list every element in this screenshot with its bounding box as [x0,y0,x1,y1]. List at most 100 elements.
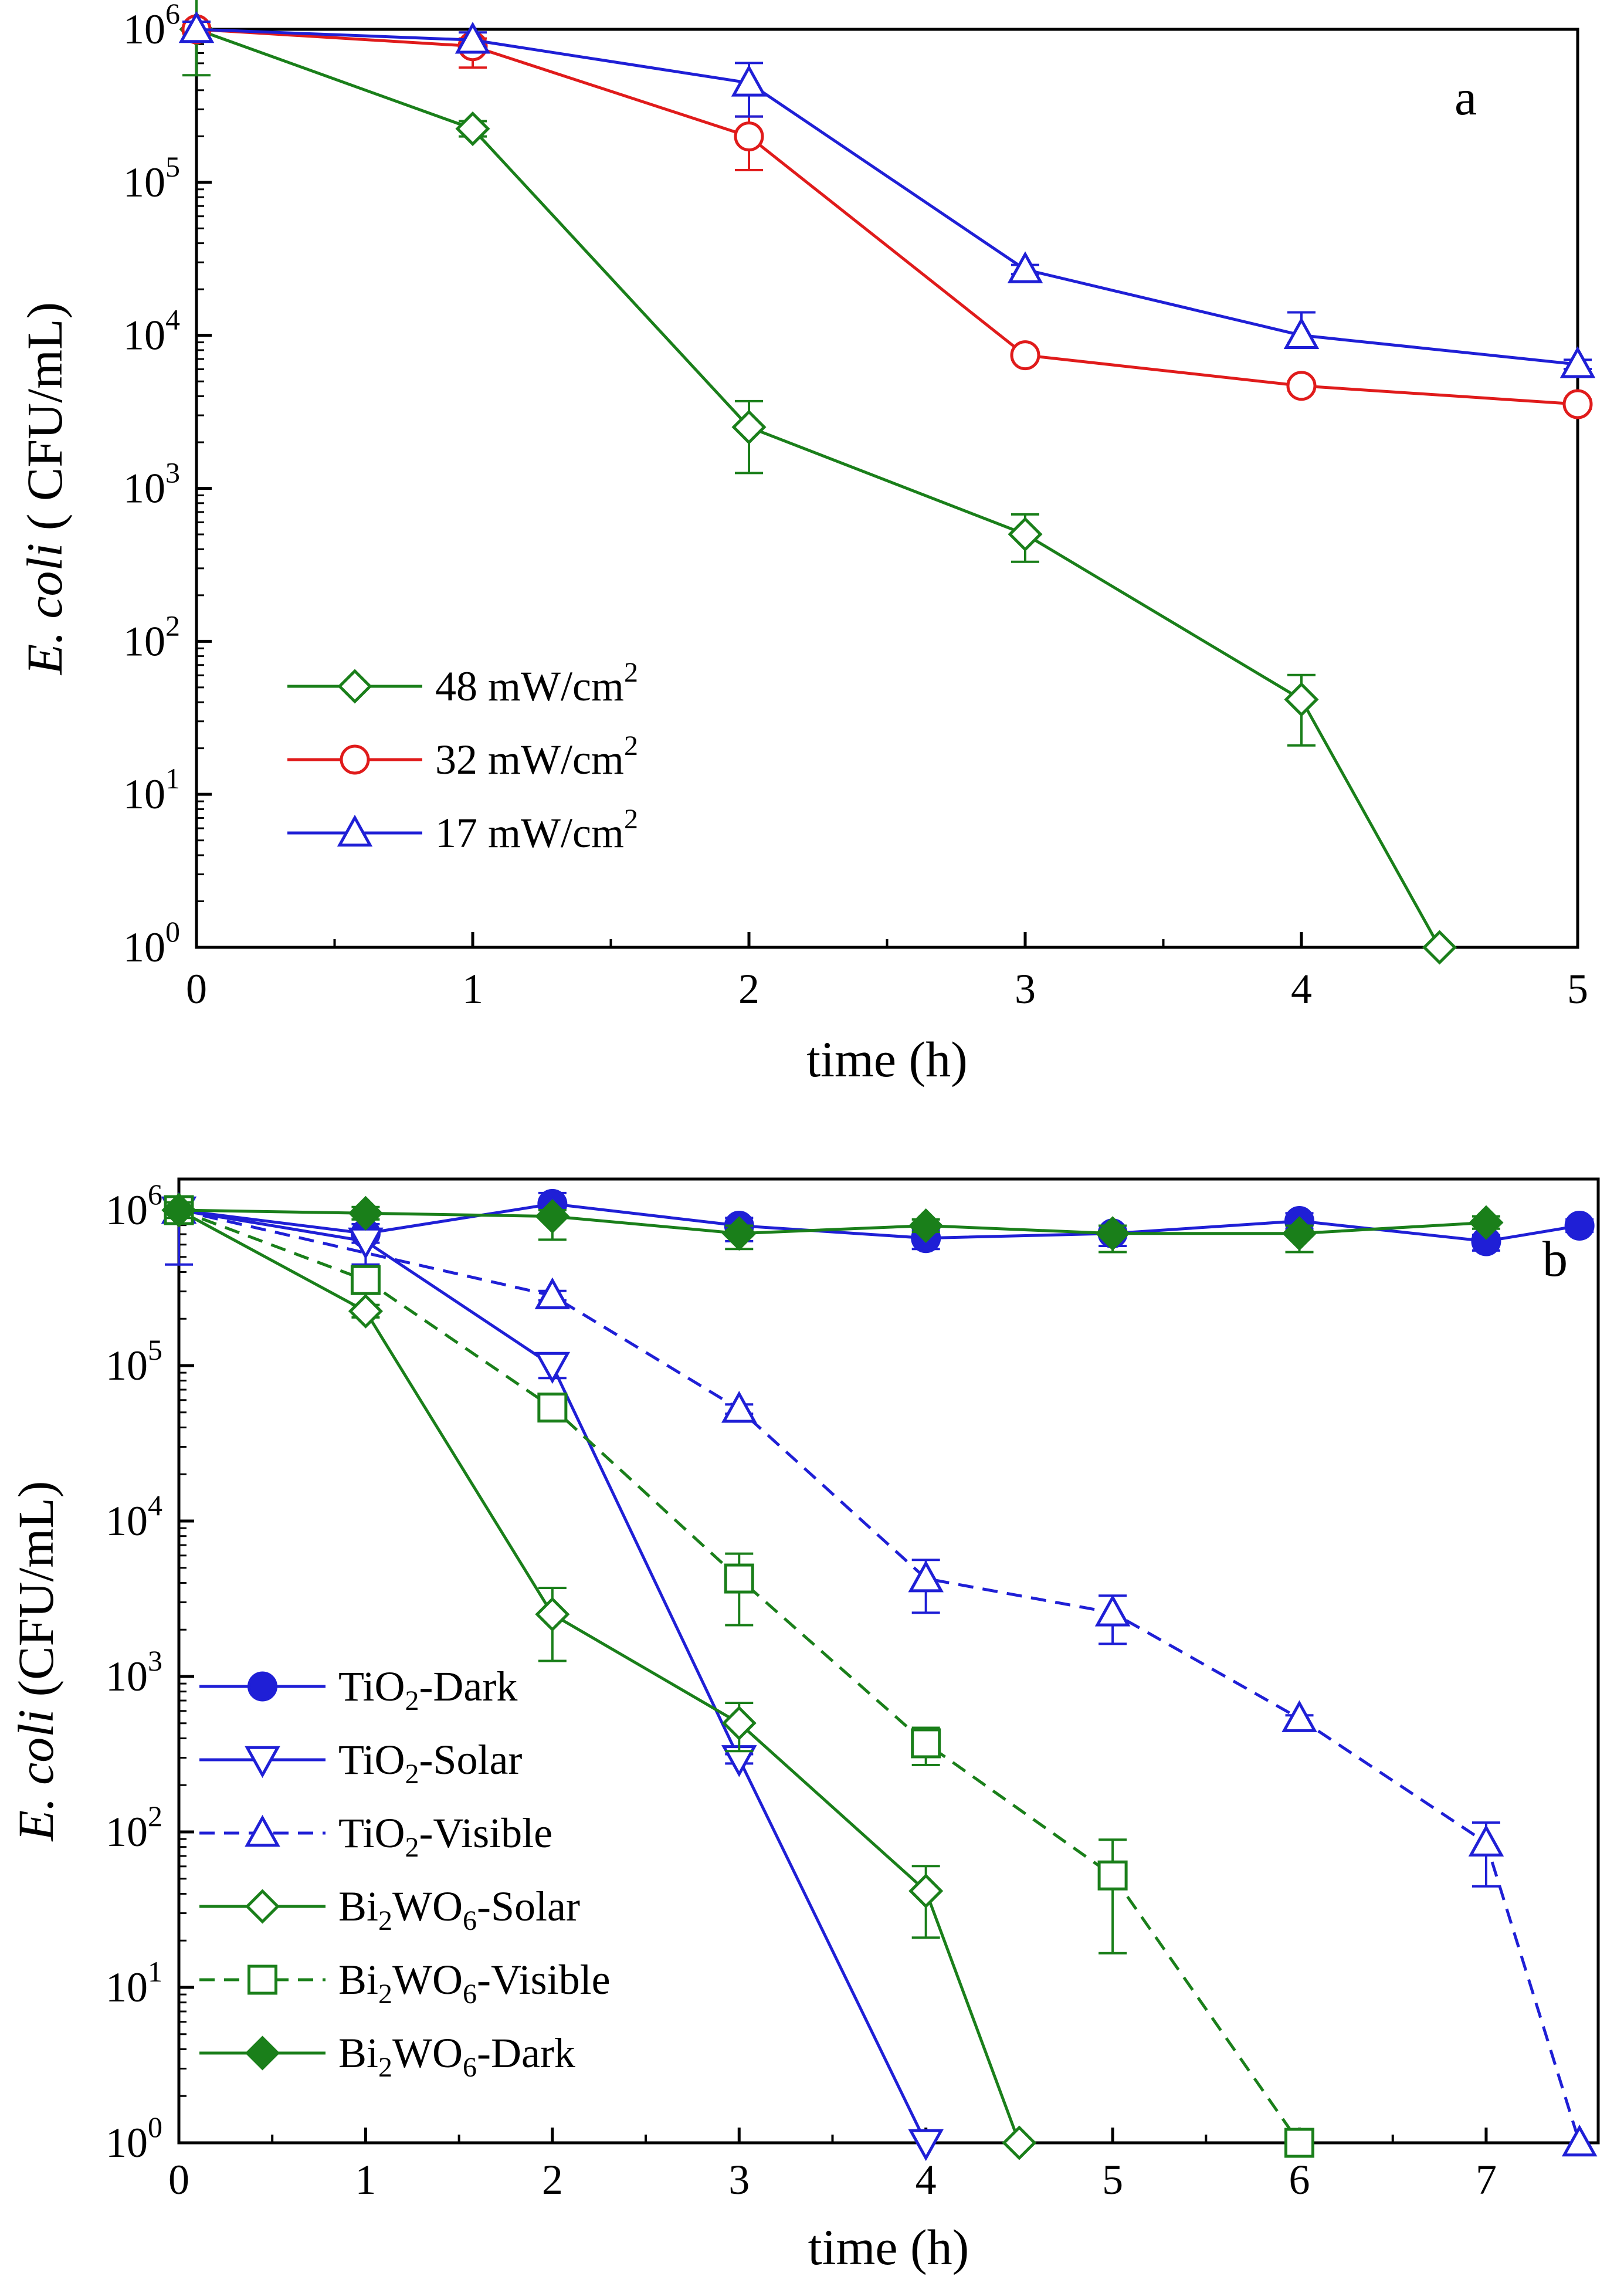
series-line [178,1202,1580,1243]
y-tick-label: 105 [106,1333,162,1389]
series-line [196,28,1578,406]
chart-panel-a: 0 1 2 3 4 5 100 101 102 103 104 105 106 time (h) E. co… [16,0,1596,1088]
x-tick-label: 7 [1476,2156,1497,2203]
data-point [1283,317,1320,349]
data-point [1097,1860,1128,1891]
data-point [1281,1216,1317,1251]
data-point [721,1705,757,1741]
chart-panel-b: 0 1 2 3 4 5 6 7 100 101 102 103 104 105 106 time (h) E. … [8,1177,1600,2275]
legend-entry-1: TiO2-Solar [199,1736,522,1790]
legend-entry-2: 17 mW/cm2 [287,804,638,856]
series-0 [164,1188,1595,1256]
y-tick-label: 104 [106,1489,162,1544]
series-line [178,1208,1487,1235]
series-0 [179,0,1457,965]
x-tick-label: 1 [462,966,483,1012]
series-2 [161,1191,1598,2157]
series-2 [178,11,1596,378]
series-1 [161,1196,944,2162]
legend-entry-2: TiO2-Visible [199,1810,552,1863]
data-point [1422,930,1457,965]
x-tick-label: 1 [355,2156,376,2203]
y-tick-label: 101 [106,1955,162,2011]
data-point [1562,389,1593,419]
data-point [908,2129,944,2162]
y-tick-label: 103 [123,456,180,512]
y-tick-label: 105 [123,150,180,206]
y-tick-label: 106 [123,0,180,53]
data-point [455,111,490,147]
series-1 [181,14,1593,419]
y-tick-label: 106 [106,1178,162,1234]
plot-frame [195,28,1579,949]
y-tick-label: 101 [123,762,180,818]
y-tick-label: 104 [123,303,180,359]
x-tick-label: 3 [728,2156,750,2203]
series-4 [164,1195,1315,2158]
legend-marker [337,814,373,847]
x-tick-label: 2 [542,2156,563,2203]
x-tick-label: 5 [1567,966,1588,1012]
y-tick-label: 102 [123,609,180,665]
legend-label: Bi2WO6-Solar [338,1883,580,1936]
data-point [1007,251,1043,283]
legend-entry-1: 32 mW/cm2 [287,730,638,783]
x-tick-label: 4 [916,2156,937,2203]
data-point [908,1560,944,1593]
data-point [1002,2125,1037,2160]
data-point [1281,1700,1317,1732]
x-tick-label: 2 [738,966,760,1012]
y-tick-label: 102 [106,1800,162,1855]
legend-entry-0: 48 mW/cm2 [287,657,638,710]
panel-letter: a [1455,69,1477,126]
data-point [911,1728,941,1759]
y-axis-title: E. coli (CFU/mL) [8,1481,64,1842]
data-point [1095,1216,1130,1251]
data-point [908,1208,944,1244]
x-tick-label: 0 [186,966,207,1012]
data-point [1564,1211,1595,1241]
legend-marker [245,1889,280,1924]
legend-label: TiO2-Solar [338,1736,522,1790]
x-tick-label: 6 [1289,2156,1310,2203]
legend-marker [245,1814,280,1847]
legend-label: Bi2WO6-Dark [338,2030,575,2083]
data-point [534,1277,571,1310]
data-point [1286,371,1317,401]
x-tick-label: 5 [1102,2156,1123,2203]
data-point [908,1874,944,1909]
series-line [178,1208,1581,2143]
legend-label: Bi2WO6-Visible [338,1956,611,2010]
data-point [1008,517,1043,552]
legend-marker [340,744,370,775]
legend-label: TiO2-Visible [338,1810,552,1863]
data-point [455,22,491,54]
data-point [1010,340,1040,371]
data-point [1559,346,1596,378]
legend-entry-4: Bi2WO6-Visible [199,1956,611,2010]
plot-frame [177,1177,1600,2145]
x-tick-label: 3 [1015,966,1036,1012]
legend-marker [248,1671,277,1702]
series-line [196,28,1578,366]
data-point [731,65,767,97]
legend-marker [248,1964,277,1995]
data-point [1094,1594,1131,1627]
data-point [537,1393,568,1423]
y-tick-label: 103 [106,1644,162,1700]
data-point [734,121,764,152]
data-point [161,1193,196,1228]
data-point [535,1597,570,1632]
data-point [350,1265,381,1295]
data-point [348,1293,383,1329]
legend-marker [245,2035,280,2071]
data-point [1469,1205,1504,1240]
data-point [534,1351,571,1384]
x-axis-title: time (h) [806,1031,968,1088]
x-tick-label: 0 [168,2156,189,2203]
legend-marker [245,1746,280,1779]
legend-entry-3: Bi2WO6-Solar [199,1883,580,1936]
x-axis-title: time (h) [808,2219,969,2275]
y-tick-label: 100 [106,2111,162,2166]
